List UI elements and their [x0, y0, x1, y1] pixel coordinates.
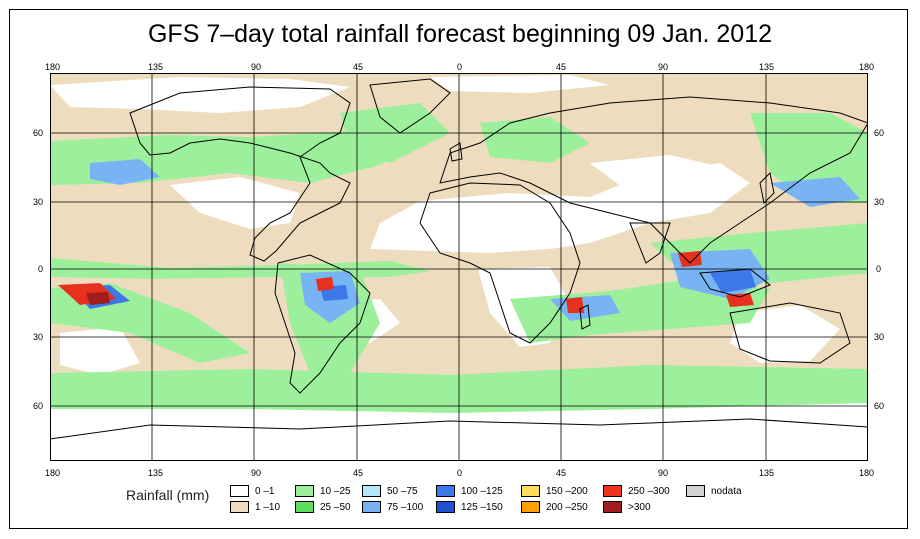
extreme-rain-patches — [58, 251, 754, 313]
lon-label-top-8: 180 — [859, 62, 875, 72]
legend-item-11: >300 — [603, 500, 651, 514]
lat-label-left-1: 30 — [33, 197, 44, 207]
legend-title: Rainfall (mm) — [126, 487, 210, 503]
map-border — [50, 73, 868, 461]
legend-item-6: 100 –125 — [436, 484, 503, 498]
figure-frame — [9, 9, 908, 529]
lon-label-bottom-3: 45 — [353, 468, 364, 478]
legend-label-6: 100 –125 — [461, 485, 503, 497]
lon-label-bottom-4: 0 — [457, 468, 463, 478]
lat-label-right-1: 30 — [874, 197, 885, 207]
legend-item-1: 1 –10 — [230, 500, 280, 514]
legend-item-2: 10 –25 — [295, 484, 351, 498]
legend-swatch-10 — [603, 485, 622, 497]
legend-label-0: 0 –1 — [255, 485, 275, 497]
legend-swatch-7 — [436, 501, 455, 513]
legend-item-4: 50 –75 — [362, 484, 418, 498]
legend-item-3: 25 –50 — [295, 500, 351, 514]
lat-label-right-2: 0 — [876, 264, 882, 274]
legend-label-10: 250 –300 — [628, 485, 670, 497]
legend-item-7: 125 –150 — [436, 500, 503, 514]
lat-label-right-4: 60 — [874, 401, 885, 411]
lon-label-bottom-5: 45 — [556, 468, 567, 478]
legend-label-9: 200 –250 — [546, 501, 588, 513]
legend-swatch-2 — [295, 485, 314, 497]
map-svg — [50, 73, 868, 461]
rainfall-map — [50, 73, 868, 461]
lon-label-top-5: 45 — [556, 62, 567, 72]
lon-label-top-2: 90 — [251, 62, 262, 72]
legend-swatch-3 — [295, 501, 314, 513]
legend-label-11: >300 — [628, 501, 651, 513]
page-title: GFS 7–day total rainfall forecast beginn… — [147, 20, 772, 48]
lon-label-bottom-2: 90 — [251, 468, 262, 478]
legend-swatch-8 — [521, 485, 540, 497]
lon-label-top-1: 135 — [148, 62, 164, 72]
lon-label-top-6: 90 — [658, 62, 669, 72]
legend-swatch-6 — [436, 485, 455, 497]
lon-label-top-7: 135 — [759, 62, 775, 72]
lat-label-left-2: 0 — [38, 264, 44, 274]
legend-swatch-1 — [230, 501, 249, 513]
lon-label-bottom-0: 180 — [45, 468, 61, 478]
legend-label-5: 75 –100 — [387, 501, 424, 513]
lat-label-left-0: 60 — [33, 128, 44, 138]
legend-label-2: 10 –25 — [320, 485, 351, 497]
legend-swatch-12 — [686, 485, 705, 497]
lon-label-top-4: 0 — [457, 62, 463, 72]
legend-swatch-0 — [230, 485, 249, 497]
lon-label-top-0: 180 — [45, 62, 61, 72]
legend-item-8: 150 –200 — [521, 484, 588, 498]
legend-label-8: 150 –200 — [546, 485, 588, 497]
lon-label-bottom-8: 180 — [859, 468, 875, 478]
legend-label-4: 50 –75 — [387, 485, 418, 497]
legend-swatch-9 — [521, 501, 540, 513]
lat-label-left-3: 30 — [33, 332, 44, 342]
legend-label-7: 125 –150 — [461, 501, 503, 513]
legend-item-5: 75 –100 — [362, 500, 423, 514]
legend-label-12: nodata — [711, 485, 742, 497]
lon-label-bottom-7: 135 — [759, 468, 775, 478]
legend-item-10: 250 –300 — [603, 484, 670, 498]
legend-item-0: 0 –1 — [230, 484, 274, 498]
lon-label-top-3: 45 — [353, 62, 364, 72]
legend-label-3: 25 –50 — [320, 501, 351, 513]
lat-label-left-4: 60 — [33, 401, 44, 411]
legend-label-1: 1 –10 — [255, 501, 281, 513]
lat-label-right-0: 60 — [874, 128, 885, 138]
coastlines — [50, 78, 868, 440]
lon-label-bottom-6: 90 — [658, 468, 669, 478]
graticule — [50, 73, 868, 461]
legend-swatch-5 — [362, 501, 381, 513]
legend-swatch-11 — [603, 501, 622, 513]
lat-label-right-3: 30 — [874, 332, 885, 342]
legend-swatch-4 — [362, 485, 381, 497]
legend-item-12: nodata — [686, 484, 742, 498]
lon-label-bottom-1: 135 — [148, 468, 164, 478]
legend-item-9: 200 –250 — [521, 500, 588, 514]
